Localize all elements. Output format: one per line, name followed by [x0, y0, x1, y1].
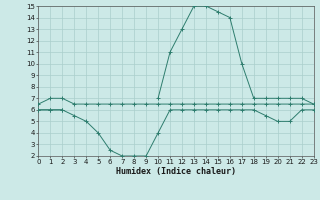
X-axis label: Humidex (Indice chaleur): Humidex (Indice chaleur): [116, 167, 236, 176]
